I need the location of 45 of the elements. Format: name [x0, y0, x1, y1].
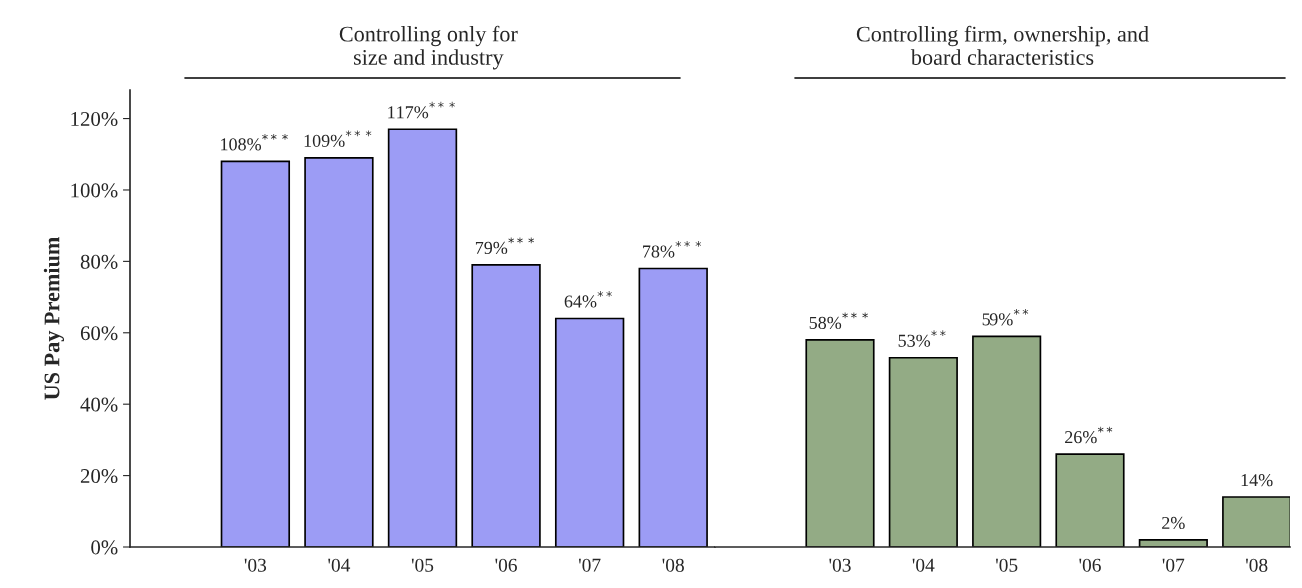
data-label: 109%$^{***}$	[304, 130, 372, 147]
y-tick-label: 100%	[71, 183, 118, 198]
data-label: 14%	[1241, 474, 1273, 487]
bar	[638, 267, 708, 547]
y-tick-label: 80%	[80, 254, 118, 269]
x-tick-label: '08	[1246, 558, 1268, 572]
bar	[304, 157, 374, 547]
data-label: 79%$^{***}$	[475, 237, 534, 255]
bar	[888, 356, 958, 547]
data-label: 78%$^{***}$	[643, 241, 702, 258]
x-tick-label: '03	[829, 558, 851, 572]
chart-title: Controlling only for size and industry	[339, 25, 518, 70]
x-tick-label: '05	[411, 558, 434, 572]
data-label: 59%$^{**}$	[982, 308, 1029, 326]
y-tick-label: 60%	[80, 326, 118, 341]
data-label: 64%$^{**}$	[564, 291, 612, 308]
bar	[220, 160, 291, 547]
x-tick-label: '08	[662, 558, 684, 572]
data-label: 53%$^{**}$	[898, 330, 946, 347]
bar	[554, 317, 625, 547]
x-tick-label: '04	[912, 558, 935, 572]
bar	[805, 339, 875, 547]
x-tick-label: '07	[1162, 558, 1185, 572]
y-tick-label: 20%	[80, 468, 118, 484]
data-label: 26%$^{**}$	[1065, 426, 1113, 444]
data-label: 108%$^{***}$	[221, 133, 288, 151]
y-tick-label: 0%	[91, 540, 118, 555]
x-tick-label: '06	[1079, 558, 1101, 572]
data-label: 58%$^{***}$	[809, 312, 868, 330]
data-label: 2%	[1162, 516, 1185, 530]
bar	[471, 264, 541, 547]
bar	[972, 335, 1042, 547]
y-tick-label: 120%	[71, 111, 118, 127]
data-label: 117%$^{***}$	[388, 101, 455, 119]
bar	[387, 128, 458, 547]
chart-title: Controlling firm, ownership, and board characteristics	[856, 25, 1149, 65]
x-tick-label: '06	[495, 558, 517, 572]
y-axis-title: US Pay Premium	[43, 236, 65, 400]
x-tick-label: '04	[328, 558, 351, 572]
y-tick-label: 40%	[80, 397, 118, 412]
bar	[1055, 453, 1125, 547]
x-tick-label: '03	[244, 558, 267, 572]
bar	[1222, 496, 1290, 547]
x-tick-label: '07	[578, 558, 601, 572]
x-tick-label: '05	[996, 558, 1018, 572]
